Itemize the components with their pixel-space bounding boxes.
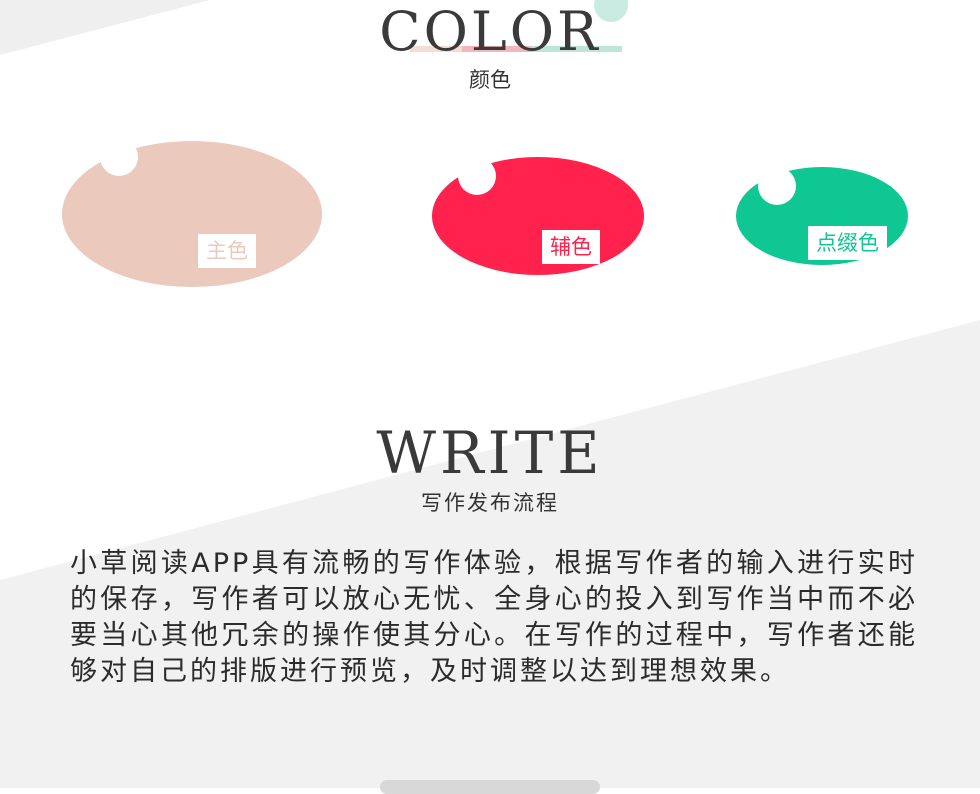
swatch-cutout [758, 167, 796, 205]
title-accent-pink [462, 46, 532, 52]
title-accent-blush [410, 46, 462, 52]
write-section-subtitle: 写作发布流程 [421, 491, 559, 515]
write-section-title: WRITE [376, 419, 604, 487]
decorative-dot [594, 0, 628, 22]
primary-color-swatch [62, 138, 322, 287]
bottom-scroll-indicator [380, 780, 600, 794]
secondary-color-swatch [432, 157, 644, 275]
primary-color-label: 主色 [198, 234, 256, 268]
write-description: 小草阅读APP具有流畅的写作体验，根据写作者的输入进行实时的保存，写作者可以放心… [70, 548, 918, 687]
swatch-cutout [458, 157, 496, 195]
color-section-title: COLOR [379, 0, 601, 63]
swatch-cutout [100, 138, 138, 176]
title-accent-teal [532, 46, 622, 52]
color-section-subtitle: 颜色 [469, 68, 511, 92]
accent-color-label: 点缀色 [808, 226, 887, 260]
secondary-color-label: 辅色 [542, 230, 600, 264]
